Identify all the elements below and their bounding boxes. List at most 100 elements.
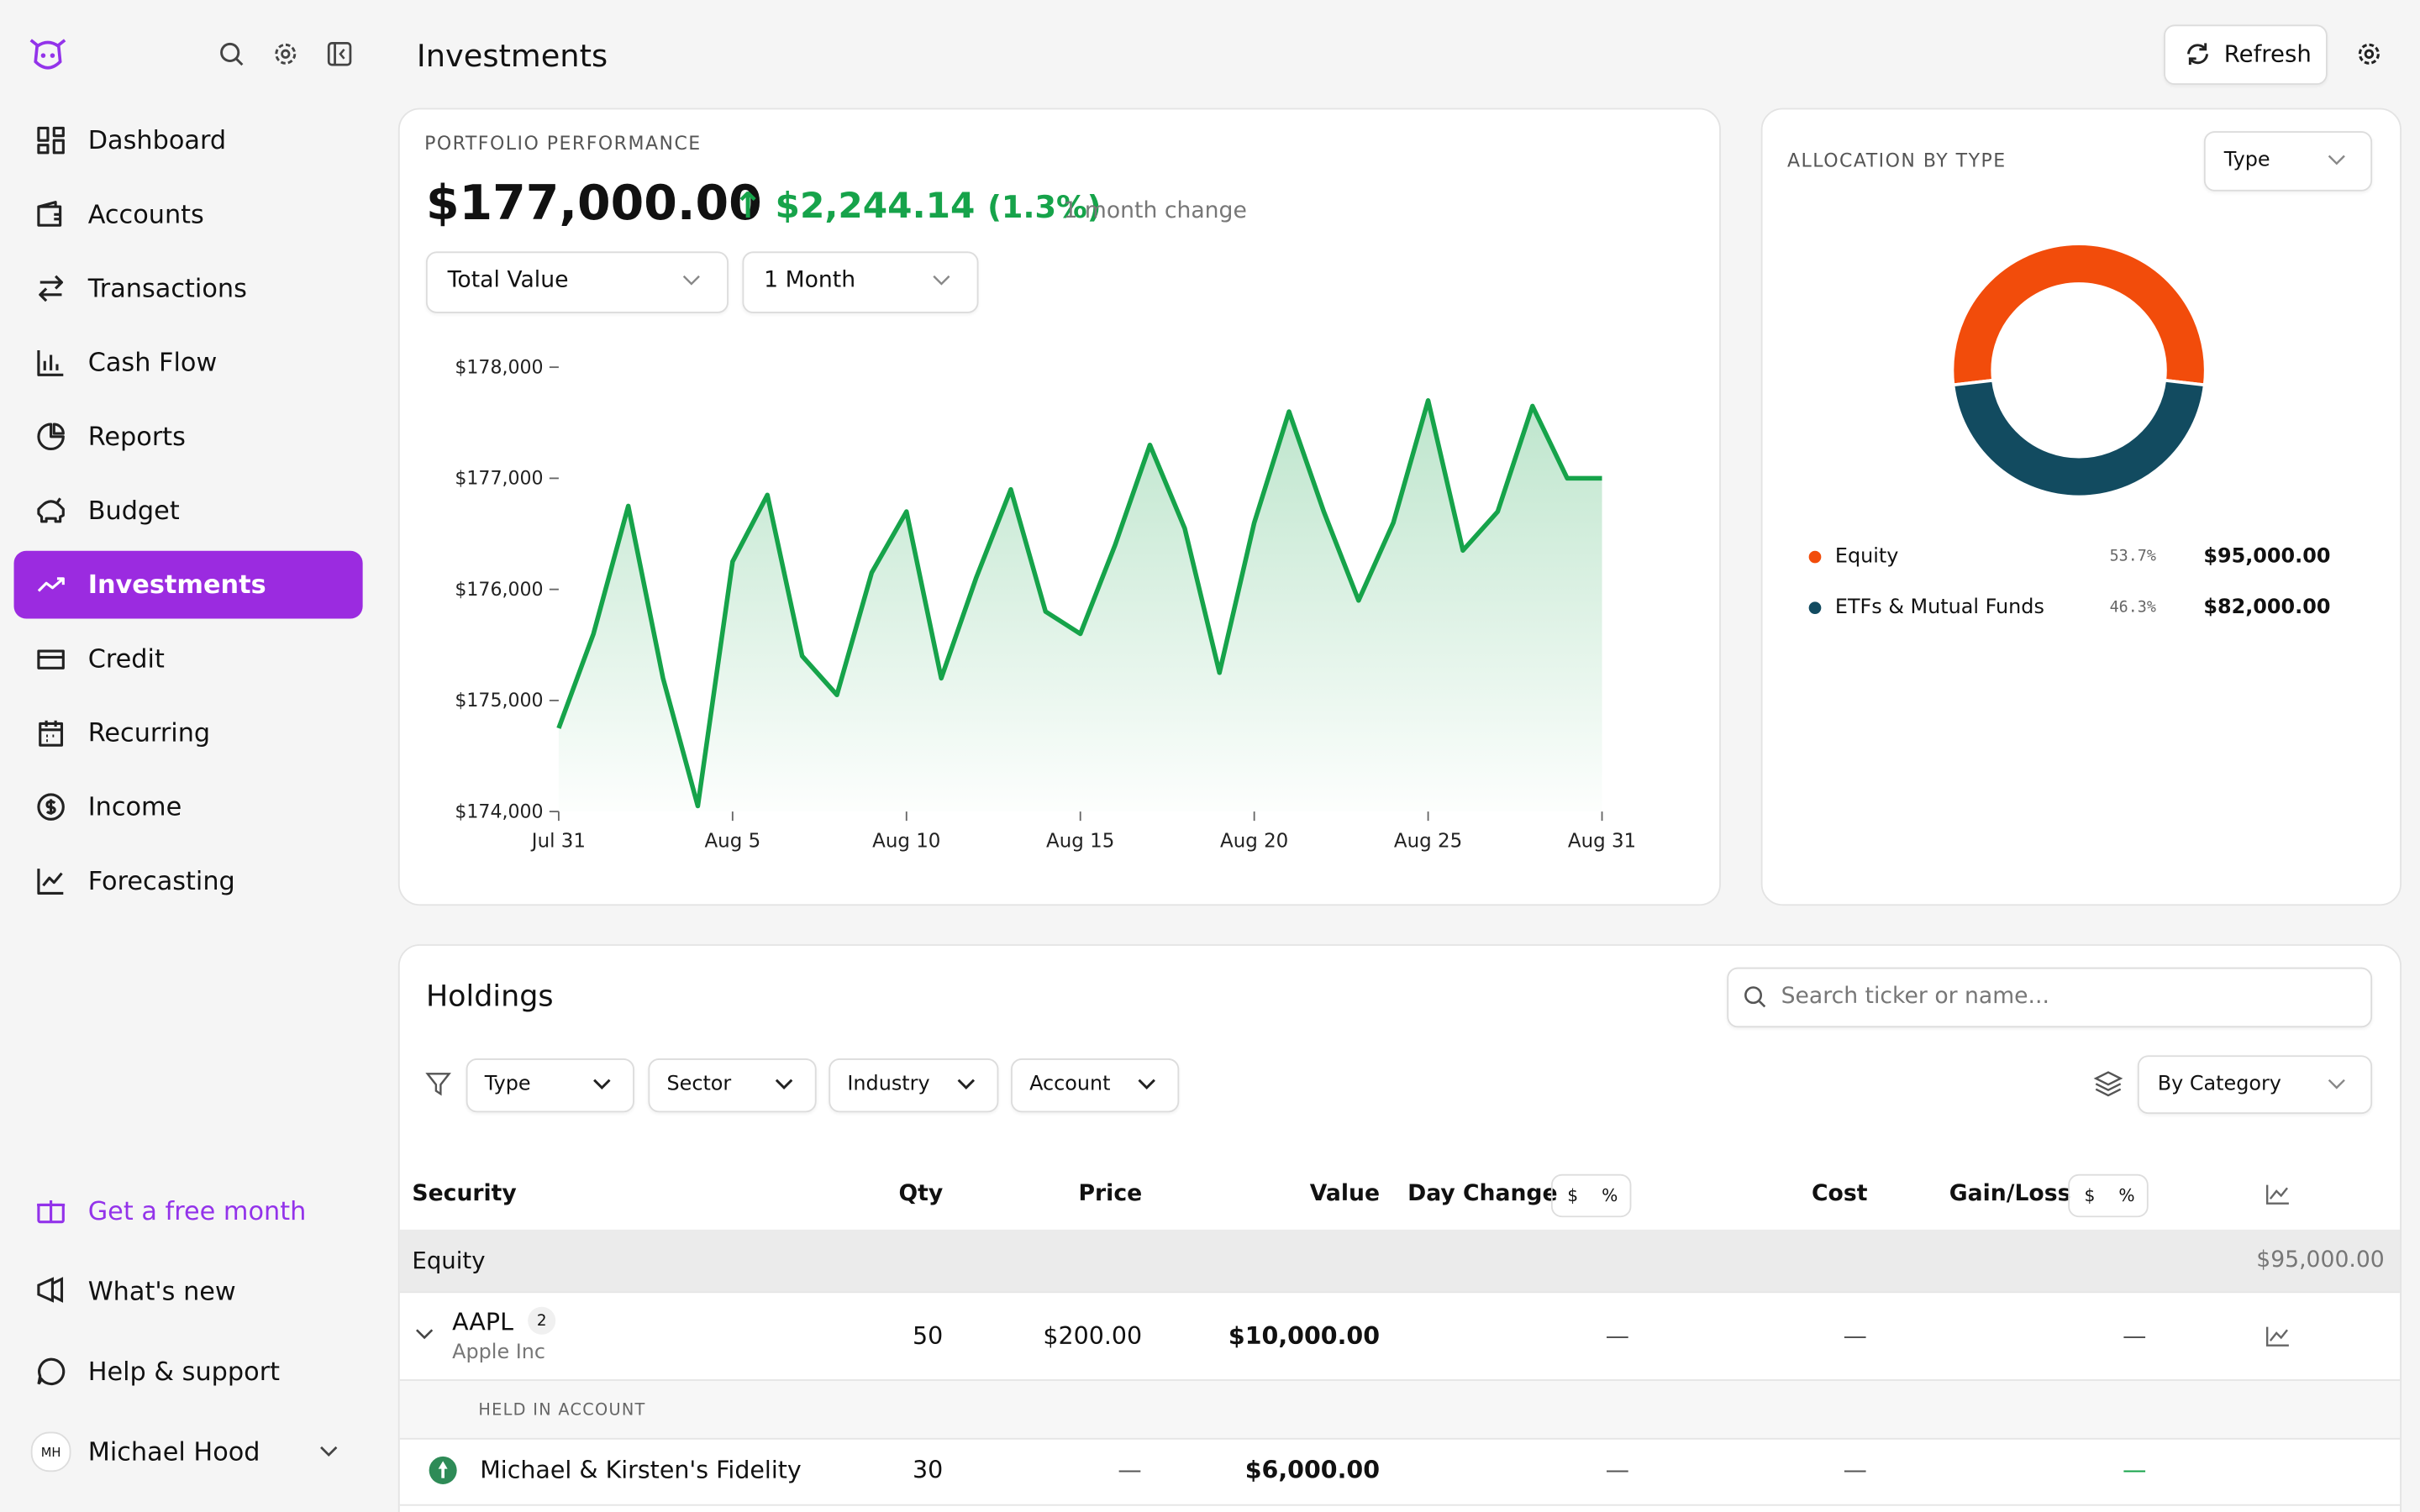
toggle-option[interactable]: $ [1567, 1185, 1579, 1206]
nav-item[interactable]: Forecasting [87, 866, 235, 896]
column-header[interactable]: Price [1078, 1181, 1143, 1207]
nav-item[interactable]: Budget [87, 496, 180, 526]
icon-shape [37, 201, 62, 227]
whats-new-link[interactable]: What's new [87, 1276, 236, 1306]
price: — [1118, 1456, 1142, 1484]
collapse-icon[interactable] [327, 42, 352, 66]
divider [399, 1291, 2401, 1294]
search-icon[interactable] [219, 42, 244, 66]
promo-link[interactable]: Get a free month [87, 1196, 307, 1226]
nav-item[interactable]: Credit [87, 643, 165, 674]
nav-item[interactable]: Recurring [87, 718, 211, 748]
icon-shape [37, 497, 65, 523]
x-tick-label: Aug 20 [1220, 830, 1288, 852]
gain-loss: — [2122, 1456, 2147, 1484]
filter-button[interactable] [829, 1058, 999, 1113]
chevron [682, 275, 700, 286]
search-placeholder: Search ticker or name... [1781, 984, 2049, 1010]
icon-shape [37, 577, 65, 592]
cost: — [1843, 1456, 1867, 1484]
legend-label: Equity [1834, 545, 1899, 569]
refresh-button[interactable] [2164, 24, 2328, 86]
nav-item[interactable]: Dashboard [87, 125, 227, 155]
unit-toggle[interactable]: $% [2068, 1173, 2149, 1218]
metric-select[interactable] [425, 251, 729, 313]
column-header[interactable]: Gain/Loss [1949, 1181, 2071, 1207]
line-chart: $174,000 $175,000 $176,000 $177,000 $178,000… [455, 357, 1636, 852]
y-tick-label: $178,000 [455, 357, 543, 378]
ticker[interactable]: AAPL [452, 1308, 513, 1336]
card-label: ALLOCATION BY TYPE [1786, 150, 2007, 171]
chevron [775, 1079, 793, 1089]
lot-count: 2 [536, 1312, 547, 1330]
value: $6,000.00 [1244, 1456, 1381, 1484]
filter-button[interactable] [466, 1058, 634, 1113]
portfolio-total: $177,000.00 [425, 176, 762, 232]
nav-icon [37, 201, 62, 227]
nav-icon [37, 423, 65, 451]
unit-toggle[interactable]: $% [1550, 1173, 1632, 1218]
section-label: HELD IN ACCOUNT [478, 1400, 646, 1420]
chevron [957, 1079, 976, 1089]
refresh-icon [2187, 43, 2208, 66]
x-tick-label: Aug 15 [1046, 830, 1114, 852]
y-tick-label: $175,000 [455, 690, 543, 711]
nav-icon [39, 275, 64, 302]
icon-shape [37, 126, 65, 155]
divider [399, 1504, 2401, 1506]
x-tick-label: Aug 25 [1394, 830, 1462, 852]
expand-chevron[interactable] [415, 1328, 434, 1341]
section-row [399, 1379, 2401, 1440]
icon-shape [37, 869, 64, 895]
chart-icon[interactable] [2265, 1326, 2290, 1347]
y-tick-label: $174,000 [455, 801, 543, 822]
nav-icon [37, 349, 64, 376]
filter-icon [425, 1073, 451, 1096]
nav-item[interactable]: Investments [87, 570, 266, 600]
legend-label: ETFs & Mutual Funds [1834, 595, 2044, 619]
y-tick-label: $177,000 [455, 469, 543, 490]
column-header[interactable]: Security [412, 1181, 517, 1207]
toggle-option[interactable]: % [1602, 1185, 1618, 1206]
nav-icon [37, 869, 64, 895]
group-total: $95,000.00 [2256, 1247, 2385, 1273]
type-select[interactable] [2203, 131, 2373, 192]
change-pct: (1.3%) [987, 188, 1102, 226]
nav-item[interactable]: Income [87, 792, 182, 822]
toggle-option[interactable]: $ [2084, 1185, 2096, 1206]
column-header[interactable]: Qty [898, 1181, 944, 1207]
change-period: 1 month change [1063, 198, 1247, 224]
holdings-card [397, 944, 2402, 1512]
settings-icon[interactable] [273, 42, 297, 66]
nav-item[interactable]: Cash Flow [87, 348, 218, 378]
search-input[interactable] [1727, 967, 2373, 1028]
header-settings-icon[interactable] [2357, 42, 2381, 66]
legend-percent: 46.3% [2109, 598, 2156, 616]
filter-button[interactable] [648, 1058, 817, 1113]
nav-icon [37, 497, 65, 523]
filter-button[interactable] [1011, 1058, 1180, 1113]
icon-shape [39, 720, 64, 747]
group-row [399, 1229, 2401, 1292]
chevron [933, 275, 950, 286]
column-header[interactable]: Cost [1812, 1181, 1868, 1207]
nav-icon [37, 793, 65, 821]
qty: 50 [912, 1322, 944, 1351]
legend-amount: $95,000.00 [2203, 545, 2331, 569]
nav-item[interactable]: Accounts [87, 199, 204, 229]
user-name[interactable]: Michael Hood [87, 1436, 260, 1467]
column-header[interactable]: Day Change [1407, 1181, 1558, 1207]
chevron [320, 1446, 338, 1457]
account-name[interactable]: Michael & Kirsten's Fidelity [480, 1456, 802, 1484]
nav-item[interactable]: Transactions [87, 274, 247, 303]
toggle-option[interactable]: % [2118, 1185, 2135, 1206]
chevron-shape [775, 1079, 793, 1089]
icon-shape [37, 423, 65, 451]
refresh-label[interactable]: Refresh [2223, 39, 2312, 68]
column-header[interactable]: Value [1309, 1181, 1381, 1207]
help-link[interactable]: Help & support [87, 1357, 281, 1387]
nav-item[interactable]: Reports [87, 422, 186, 452]
chart-icon[interactable] [2265, 1184, 2290, 1205]
chevron [1138, 1079, 1155, 1089]
